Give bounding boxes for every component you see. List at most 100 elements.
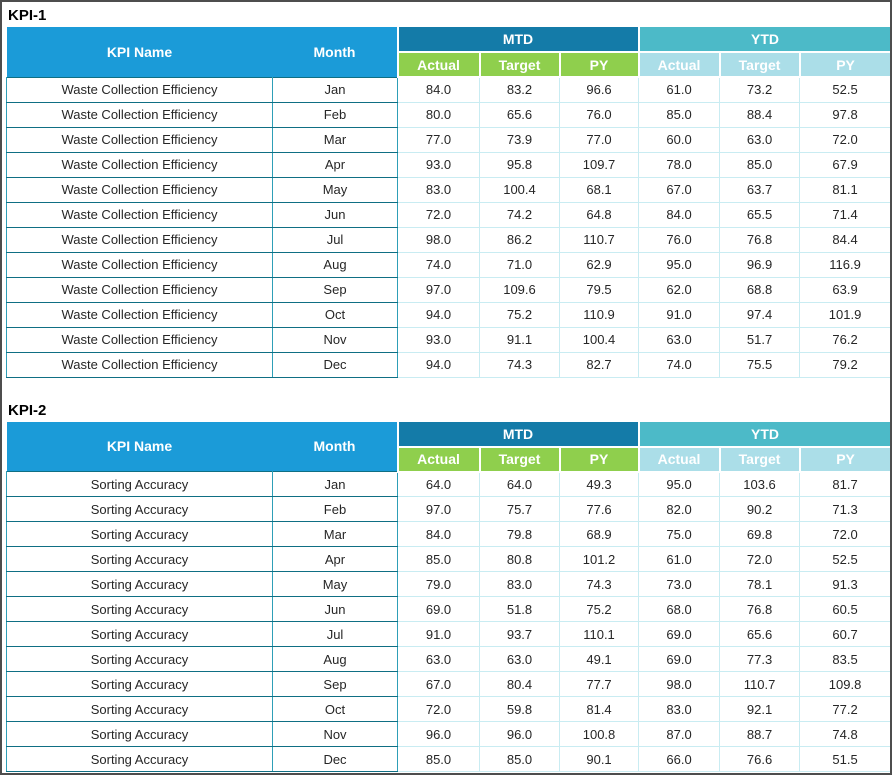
- value-cell: 80.0: [397, 101, 480, 128]
- ytd-actual-header: Actual: [637, 51, 720, 77]
- kpi-name-cell: Waste Collection Efficiency: [6, 126, 273, 153]
- month-cell: May: [272, 571, 398, 597]
- kpi-name-cell: Waste Collection Efficiency: [6, 251, 273, 278]
- table-row: Waste Collection Efficiency Jan 84.0 83.2 96…: [6, 76, 890, 103]
- month-cell: Mar: [272, 126, 398, 153]
- value-cell: 96.9: [719, 251, 801, 278]
- month-cell: Jul: [272, 226, 398, 253]
- value-cell: 77.2: [799, 696, 890, 722]
- table-row: Sorting Accuracy Sep 67.0 80.4 77.7 98.0 110.7…: [6, 671, 890, 697]
- kpi-name-cell: Sorting Accuracy: [6, 546, 273, 572]
- value-cell: 98.0: [638, 671, 721, 697]
- value-cell: 49.3: [558, 470, 640, 497]
- value-cell: 79.5: [558, 276, 640, 303]
- value-cell: 88.7: [719, 721, 801, 747]
- value-cell: 65.5: [719, 201, 801, 228]
- value-cell: 77.7: [558, 671, 640, 697]
- table-row: Waste Collection Efficiency Jul 98.0 86.2 11…: [6, 226, 890, 253]
- mtd-target-header: Target: [478, 445, 560, 472]
- value-cell: 83.0: [638, 696, 721, 722]
- month-cell: Nov: [272, 326, 398, 353]
- value-cell: 64.0: [479, 470, 560, 497]
- value-cell: 96.0: [479, 721, 560, 747]
- value-cell: 69.0: [638, 646, 721, 672]
- mtd-actual-header: Actual: [396, 51, 480, 77]
- table-row: Waste Collection Efficiency Jun 72.0 74.2 64…: [6, 201, 890, 228]
- value-cell: 72.0: [397, 696, 480, 722]
- table-row: Waste Collection Efficiency Apr 93.0 95.8 10…: [6, 151, 890, 178]
- kpi-name-header: KPI Name: [6, 421, 273, 472]
- value-cell: 98.0: [397, 226, 480, 253]
- table-row: Sorting Accuracy Dec 85.0 85.0 90.1 66.0 76.6 5…: [6, 746, 890, 772]
- mtd-py-header: PY: [558, 445, 639, 472]
- ytd-py-header: PY: [798, 51, 890, 77]
- value-cell: 75.5: [719, 351, 801, 378]
- ytd-band-header: YTD: [637, 27, 890, 52]
- kpi-name-cell: Waste Collection Efficiency: [6, 76, 273, 103]
- value-cell: 86.2: [479, 226, 560, 253]
- value-cell: 77.0: [397, 126, 480, 153]
- mtd-target-header: Target: [478, 51, 560, 77]
- value-cell: 60.0: [638, 126, 721, 153]
- value-cell: 68.0: [638, 596, 721, 622]
- kpi-name-cell: Waste Collection Efficiency: [6, 276, 273, 303]
- month-cell: Mar: [272, 521, 398, 547]
- table-row: Sorting Accuracy Nov 96.0 96.0 100.8 87.0 88.7…: [6, 721, 890, 747]
- value-cell: 95.8: [479, 151, 560, 178]
- month-cell: Jan: [272, 76, 398, 103]
- value-cell: 103.6: [719, 470, 801, 497]
- value-cell: 68.8: [719, 276, 801, 303]
- value-cell: 49.1: [558, 646, 640, 672]
- table-row: Sorting Accuracy Jun 69.0 51.8 75.2 68.0 76.8 6…: [6, 596, 890, 622]
- table-row: Waste Collection Efficiency Feb 80.0 65.6 76…: [6, 101, 890, 128]
- kpi-name-cell: Waste Collection Efficiency: [6, 201, 273, 228]
- month-cell: Aug: [272, 646, 398, 672]
- month-cell: Jan: [272, 471, 398, 497]
- kpi-name-cell: Sorting Accuracy: [6, 621, 273, 647]
- kpi-name-cell: Waste Collection Efficiency: [6, 176, 273, 203]
- value-cell: 74.2: [479, 201, 560, 228]
- value-cell: 85.0: [479, 746, 560, 772]
- month-cell: Jun: [272, 596, 398, 622]
- value-cell: 93.0: [397, 151, 480, 178]
- value-cell: 77.3: [719, 646, 801, 672]
- table-row: Waste Collection Efficiency Mar 77.0 73.9 77…: [6, 126, 890, 153]
- value-cell: 66.0: [638, 746, 721, 772]
- value-cell: 84.4: [799, 226, 890, 253]
- month-cell: Feb: [272, 101, 398, 128]
- value-cell: 69.0: [397, 596, 480, 622]
- kpi1-table: KPI Name Month MTD YTD Actual Target PY …: [6, 27, 890, 378]
- ytd-actual-header: Actual: [637, 445, 720, 472]
- value-cell: 76.8: [719, 596, 801, 622]
- mtd-py-header: PY: [558, 51, 639, 77]
- value-cell: 90.2: [719, 496, 801, 522]
- kpi-name-header: KPI Name: [6, 27, 273, 77]
- table-row: Waste Collection Efficiency Nov 93.0 91.1 10…: [6, 326, 890, 353]
- value-cell: 85.0: [397, 746, 480, 772]
- value-cell: 61.0: [638, 546, 721, 572]
- value-cell: 88.4: [719, 101, 801, 128]
- value-cell: 97.8: [799, 101, 890, 128]
- value-cell: 63.7: [719, 176, 801, 203]
- value-cell: 109.7: [558, 151, 640, 178]
- value-cell: 79.0: [397, 571, 480, 597]
- value-cell: 93.7: [479, 621, 560, 647]
- value-cell: 100.4: [479, 176, 560, 203]
- value-cell: 68.1: [558, 176, 640, 203]
- value-cell: 67.0: [638, 176, 721, 203]
- value-cell: 52.5: [799, 546, 890, 572]
- value-cell: 81.4: [558, 696, 640, 722]
- value-cell: 80.4: [479, 671, 560, 697]
- month-cell: Jul: [272, 621, 398, 647]
- value-cell: 110.1: [558, 621, 640, 647]
- value-cell: 51.7: [719, 326, 801, 353]
- mtd-actual-header: Actual: [396, 445, 480, 472]
- kpi-name-cell: Sorting Accuracy: [6, 496, 273, 522]
- value-cell: 65.6: [719, 621, 801, 647]
- value-cell: 72.0: [397, 201, 480, 228]
- value-cell: 74.8: [799, 721, 890, 747]
- value-cell: 82.7: [558, 351, 640, 378]
- kpi-name-cell: Waste Collection Efficiency: [6, 351, 273, 378]
- ytd-band-header: YTD: [637, 421, 890, 447]
- value-cell: 116.9: [799, 251, 890, 278]
